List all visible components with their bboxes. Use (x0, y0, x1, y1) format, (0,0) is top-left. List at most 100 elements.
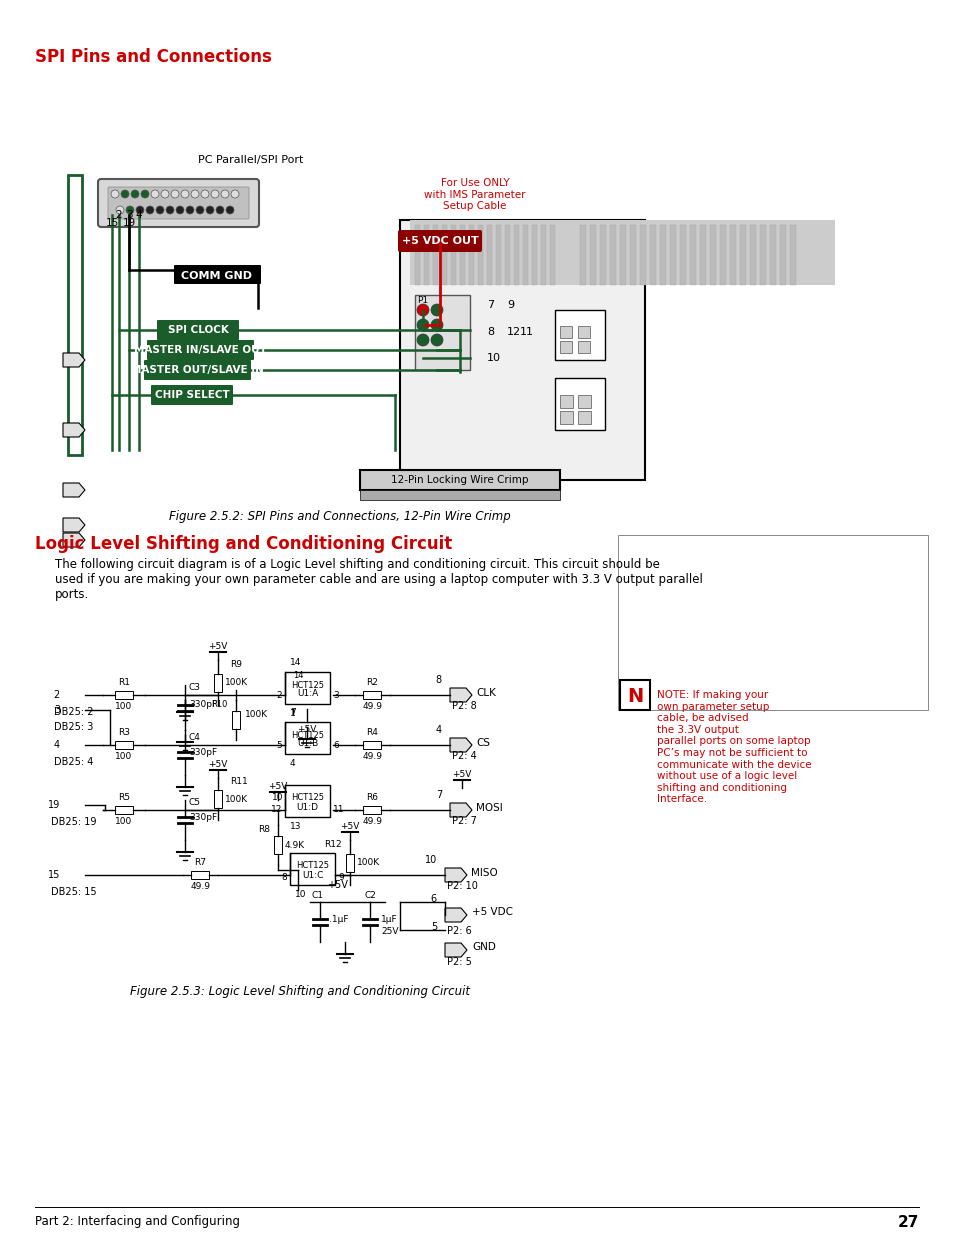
Text: P2: 10: P2: 10 (447, 881, 477, 890)
Circle shape (156, 206, 164, 214)
Text: 10: 10 (486, 353, 500, 363)
Bar (579, 225, 585, 285)
Text: 12: 12 (506, 327, 520, 337)
Bar (720, 225, 725, 285)
Bar (559, 395, 573, 408)
Text: DB25: 15: DB25: 15 (51, 887, 96, 897)
Bar (578, 395, 590, 408)
Text: 3: 3 (126, 210, 132, 220)
Bar (550, 225, 555, 285)
Bar (575, 220, 834, 285)
Bar (423, 225, 429, 285)
FancyBboxPatch shape (144, 359, 251, 380)
Circle shape (181, 190, 189, 198)
Bar (669, 225, 676, 285)
Text: 9: 9 (506, 300, 514, 310)
Text: HCT125: HCT125 (291, 680, 324, 689)
Bar (578, 326, 589, 338)
Bar (192, 871, 210, 879)
Bar (578, 411, 590, 424)
Bar (115, 741, 132, 748)
Circle shape (431, 333, 442, 346)
FancyBboxPatch shape (397, 230, 481, 252)
Bar (522, 225, 527, 285)
Text: U1:C: U1:C (301, 871, 323, 879)
Bar (559, 411, 573, 424)
Text: R2: R2 (366, 678, 378, 687)
Text: .1µF: .1µF (329, 915, 348, 924)
Text: R1: R1 (118, 678, 130, 687)
Circle shape (215, 206, 224, 214)
Bar (599, 225, 605, 285)
Text: 4: 4 (53, 740, 60, 750)
Text: 2: 2 (53, 690, 60, 700)
Bar (469, 225, 474, 285)
Bar (780, 225, 785, 285)
Text: 15: 15 (105, 219, 118, 228)
Circle shape (195, 206, 204, 214)
Text: 2: 2 (276, 692, 282, 700)
Text: U1:A: U1:A (296, 689, 317, 699)
Text: R3: R3 (118, 727, 130, 737)
Bar (415, 225, 419, 285)
FancyBboxPatch shape (157, 320, 239, 340)
Text: +5V: +5V (297, 725, 316, 734)
Text: N: N (626, 688, 642, 706)
Text: P2: 7: P2: 7 (452, 816, 476, 826)
Text: R6: R6 (366, 793, 378, 802)
Text: DB25: 19: DB25: 19 (51, 818, 96, 827)
Bar (290, 853, 335, 885)
Text: P2: 6: P2: 6 (447, 926, 471, 936)
FancyBboxPatch shape (173, 266, 261, 284)
Text: 10: 10 (272, 793, 283, 802)
Text: +5V: +5V (340, 823, 359, 831)
Polygon shape (444, 868, 467, 882)
Bar (115, 692, 132, 699)
Text: Figure 2.5.2: SPI Pins and Connections, 12-Pin Wire Crimp: Figure 2.5.2: SPI Pins and Connections, … (169, 510, 511, 522)
Text: R11: R11 (230, 777, 248, 785)
Text: +5V: +5V (452, 769, 471, 779)
Text: HCT125: HCT125 (291, 794, 324, 803)
Text: R9: R9 (230, 659, 242, 669)
Bar (285, 785, 330, 818)
Circle shape (116, 206, 124, 214)
Bar (559, 326, 572, 338)
Text: CS: CS (476, 739, 490, 748)
Text: 14: 14 (293, 671, 303, 680)
Text: SPI CLOCK: SPI CLOCK (168, 325, 228, 335)
Text: 12-Pin Locking Wire Crimp: 12-Pin Locking Wire Crimp (391, 475, 528, 485)
Circle shape (171, 190, 179, 198)
Polygon shape (450, 739, 472, 752)
Text: 330pF: 330pF (189, 700, 217, 709)
Bar (618, 535, 927, 710)
Text: +5V: +5V (208, 642, 228, 651)
Bar (363, 806, 381, 814)
Text: MISO: MISO (471, 868, 497, 878)
Text: 19: 19 (122, 219, 135, 228)
Text: NOTE: If making your
own parameter setup
cable, be advised
the 3.3V output
paral: NOTE: If making your own parameter setup… (657, 690, 811, 804)
Text: PC Parallel/SPI Port: PC Parallel/SPI Port (198, 156, 303, 165)
Bar (760, 225, 765, 285)
Text: C4: C4 (189, 734, 201, 742)
Polygon shape (63, 424, 85, 437)
Circle shape (141, 190, 149, 198)
Text: 100K: 100K (356, 858, 379, 867)
Text: HCT125: HCT125 (291, 730, 324, 740)
Text: MASTER IN/SLAVE OUT: MASTER IN/SLAVE OUT (133, 345, 266, 354)
Text: Logic Level Shifting and Conditioning Circuit: Logic Level Shifting and Conditioning Ci… (35, 535, 452, 553)
Text: 9: 9 (337, 872, 343, 882)
Text: 100K: 100K (225, 794, 248, 804)
Text: 3: 3 (333, 692, 338, 700)
Text: 8: 8 (281, 872, 287, 882)
Polygon shape (63, 534, 85, 547)
Bar (346, 853, 354, 872)
Bar (399, 220, 644, 480)
Text: P2: 4: P2: 4 (452, 751, 476, 761)
Circle shape (416, 304, 429, 316)
Bar (504, 225, 510, 285)
Circle shape (136, 206, 144, 214)
Circle shape (131, 190, 139, 198)
FancyBboxPatch shape (147, 340, 253, 359)
Bar (709, 225, 716, 285)
Bar (649, 225, 656, 285)
